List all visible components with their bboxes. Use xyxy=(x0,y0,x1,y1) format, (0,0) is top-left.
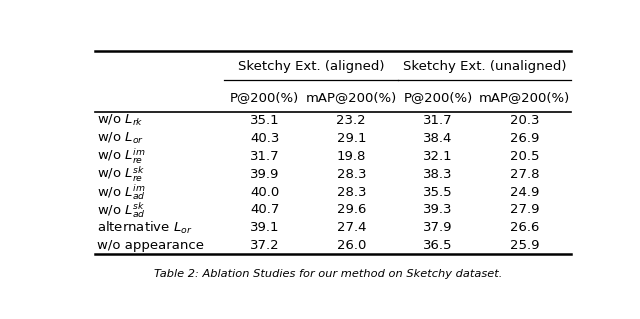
Text: w/o $L_{ad}^{im}$: w/o $L_{ad}^{im}$ xyxy=(97,182,146,202)
Text: 20.5: 20.5 xyxy=(510,150,540,163)
Text: 32.1: 32.1 xyxy=(423,150,452,163)
Text: 26.6: 26.6 xyxy=(510,221,540,234)
Text: 37.9: 37.9 xyxy=(423,221,452,234)
Text: w/o $L_{re}^{im}$: w/o $L_{re}^{im}$ xyxy=(97,147,146,166)
Text: 39.9: 39.9 xyxy=(250,168,279,181)
Text: 25.9: 25.9 xyxy=(510,239,540,252)
Text: 27.8: 27.8 xyxy=(510,168,540,181)
Text: 40.7: 40.7 xyxy=(250,204,279,216)
Text: 37.2: 37.2 xyxy=(250,239,280,252)
Text: P@200(%): P@200(%) xyxy=(230,91,300,104)
Text: 29.6: 29.6 xyxy=(337,204,366,216)
Text: 28.3: 28.3 xyxy=(337,186,366,199)
Text: 36.5: 36.5 xyxy=(423,239,452,252)
Text: 40.3: 40.3 xyxy=(250,132,279,145)
Text: 38.4: 38.4 xyxy=(423,132,452,145)
Text: 27.9: 27.9 xyxy=(510,204,540,216)
Text: w/o $L_{ad}^{sk}$: w/o $L_{ad}^{sk}$ xyxy=(97,200,146,220)
Text: 24.9: 24.9 xyxy=(510,186,540,199)
Text: 39.1: 39.1 xyxy=(250,221,279,234)
Text: 38.3: 38.3 xyxy=(423,168,452,181)
Text: w/o $L_{re}^{sk}$: w/o $L_{re}^{sk}$ xyxy=(97,165,146,184)
Text: 40.0: 40.0 xyxy=(250,186,279,199)
Text: w/o appearance: w/o appearance xyxy=(97,239,204,252)
Text: P@200(%): P@200(%) xyxy=(403,91,472,104)
Text: mAP@200(%): mAP@200(%) xyxy=(479,91,570,104)
Text: 29.1: 29.1 xyxy=(337,132,366,145)
Text: 20.3: 20.3 xyxy=(510,115,540,127)
Text: Table 2: Ablation Studies for our method on Sketchy dataset.: Table 2: Ablation Studies for our method… xyxy=(154,269,502,279)
Text: w/o $L_{rk}$: w/o $L_{rk}$ xyxy=(97,113,144,129)
Text: 28.3: 28.3 xyxy=(337,168,366,181)
Text: w/o $L_{or}$: w/o $L_{or}$ xyxy=(97,131,144,146)
Text: Sketchy Ext. (aligned): Sketchy Ext. (aligned) xyxy=(237,60,384,73)
Text: 26.9: 26.9 xyxy=(510,132,540,145)
Text: 39.3: 39.3 xyxy=(423,204,452,216)
Text: alternative $L_{or}$: alternative $L_{or}$ xyxy=(97,220,193,236)
Text: Sketchy Ext. (unaligned): Sketchy Ext. (unaligned) xyxy=(403,60,566,73)
Text: 31.7: 31.7 xyxy=(250,150,280,163)
Text: mAP@200(%): mAP@200(%) xyxy=(306,91,397,104)
Text: 19.8: 19.8 xyxy=(337,150,366,163)
Text: 31.7: 31.7 xyxy=(423,115,452,127)
Text: 27.4: 27.4 xyxy=(337,221,366,234)
Text: 35.5: 35.5 xyxy=(423,186,452,199)
Text: 23.2: 23.2 xyxy=(337,115,366,127)
Text: 35.1: 35.1 xyxy=(250,115,280,127)
Text: 26.0: 26.0 xyxy=(337,239,366,252)
